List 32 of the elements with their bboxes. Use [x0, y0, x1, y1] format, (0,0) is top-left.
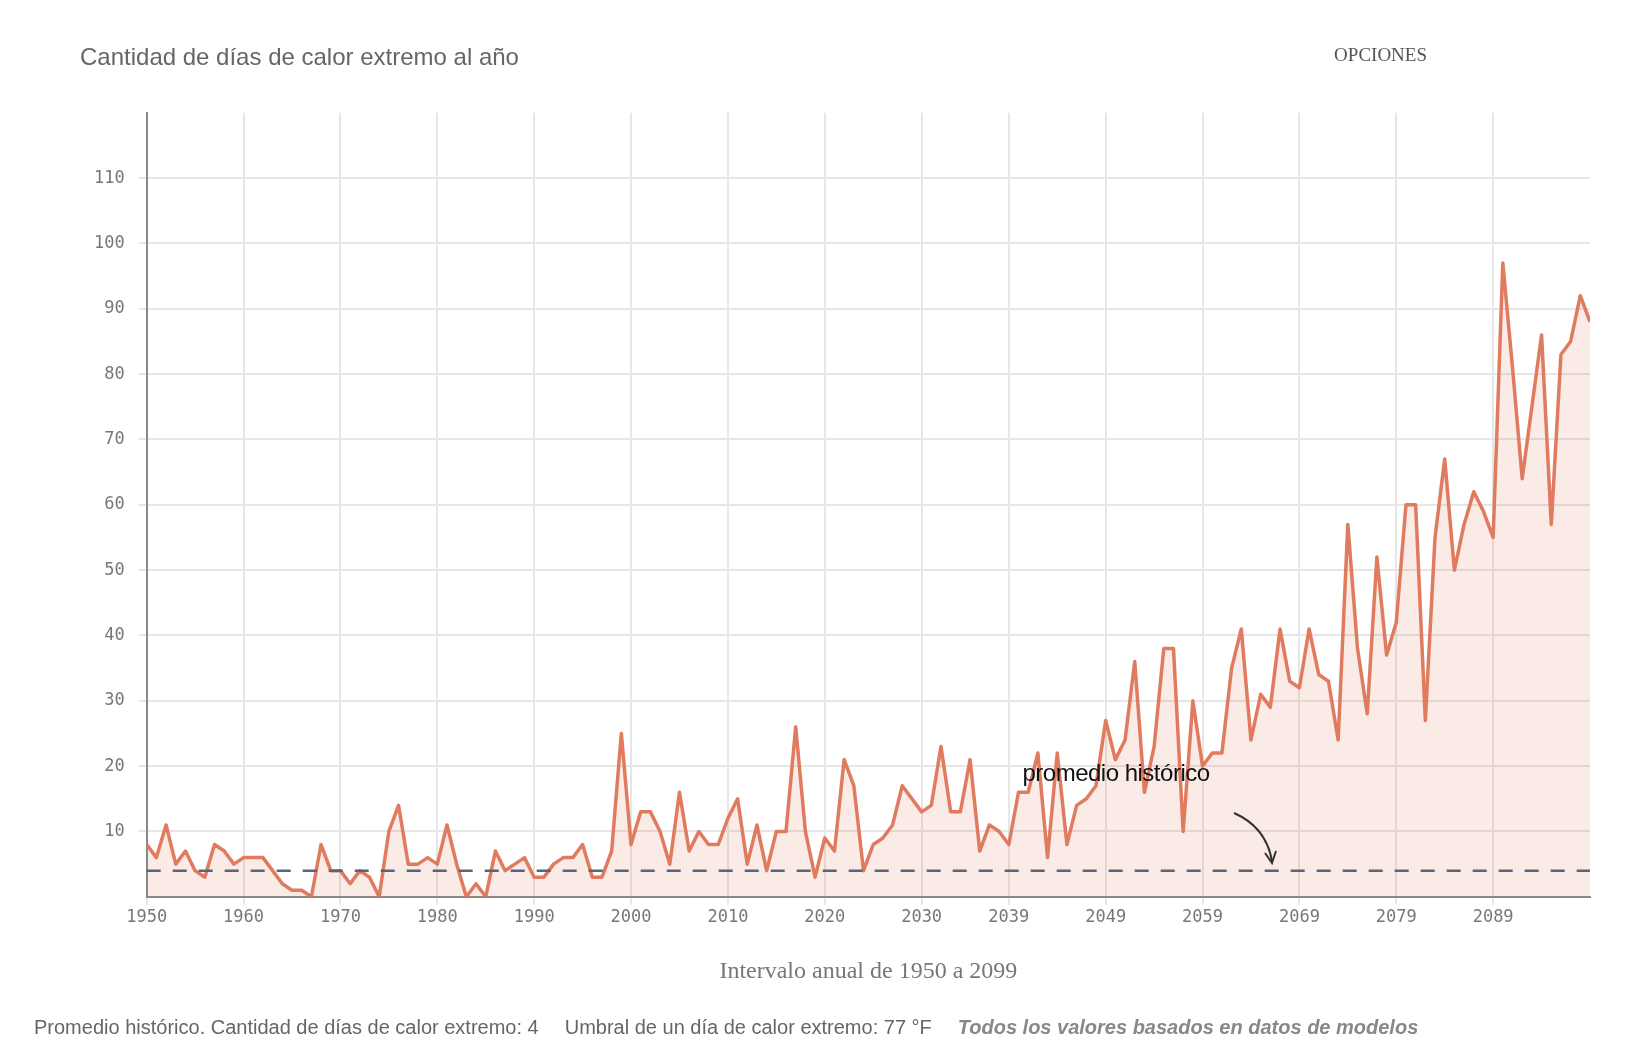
- y-tick-label: 20: [104, 754, 125, 775]
- y-tick-label: 10: [104, 819, 125, 840]
- y-tick-label: 50: [104, 558, 125, 579]
- text: Todos los valores basados en datos de modelos: [957, 1016, 1419, 1038]
- y-tick-label: 100: [93, 231, 125, 252]
- x-tick-label: 2079: [1375, 906, 1417, 927]
- y-tick-label: 70: [104, 427, 125, 448]
- x-tick-label: 2030: [901, 906, 943, 927]
- x-tick-label: 2069: [1278, 906, 1320, 927]
- chart-title: Cantidad de días de calor extremo al año: [80, 43, 519, 71]
- x-tick-label: 2039: [988, 906, 1030, 927]
- x-tick-label: 2089: [1472, 906, 1514, 927]
- text: OPCIONES: [1334, 44, 1427, 66]
- y-tick-label: 110: [93, 166, 125, 187]
- x-tick-label: 2059: [1182, 906, 1224, 927]
- y-tick-label: 30: [104, 689, 125, 710]
- x-tick-label: 1980: [416, 906, 458, 927]
- text: Umbral de un día de calor extremo: 77 °F: [564, 1016, 932, 1038]
- x-axis-title: Intervalo anual de 1950 a 2099: [719, 956, 1018, 983]
- x-tick-label: 1960: [223, 906, 265, 927]
- y-tick-label: 60: [104, 493, 125, 514]
- text: Promedio histórico. Cantidad de días de calor extremo: 4: [34, 1016, 539, 1038]
- y-tick-label: 90: [104, 297, 125, 318]
- x-tick-label: 2010: [707, 906, 749, 927]
- x-tick-label: 2020: [804, 906, 846, 927]
- x-tick-label: 1990: [513, 906, 555, 927]
- y-tick-label: 40: [104, 623, 125, 644]
- y-tick-label: 80: [104, 362, 125, 383]
- x-tick-label: 2049: [1085, 906, 1127, 927]
- x-tick-label: 2000: [610, 906, 652, 927]
- x-tick-label: 1950: [126, 906, 168, 927]
- x-tick-label: 1970: [319, 906, 361, 927]
